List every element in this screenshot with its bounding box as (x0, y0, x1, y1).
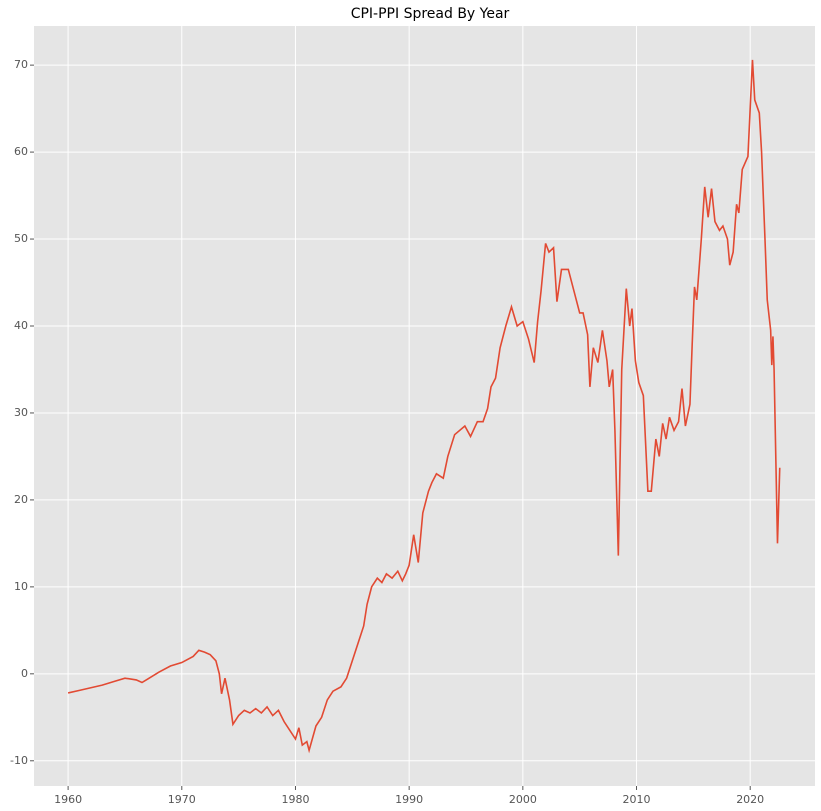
y-tick-label: 40 (14, 319, 28, 332)
y-tick-label: 60 (14, 145, 28, 158)
y-tick-label: 0 (21, 667, 28, 680)
y-tick-label: 30 (14, 406, 28, 419)
x-tick-label: 1960 (54, 793, 82, 806)
x-tick-label: 2020 (736, 793, 764, 806)
y-tick-label: 10 (14, 580, 28, 593)
y-tick-label: -10 (10, 754, 28, 767)
y-tick-label: 20 (14, 493, 28, 506)
plot-background (34, 26, 815, 786)
x-tick-label: 1970 (168, 793, 196, 806)
y-tick-label: 50 (14, 232, 28, 245)
x-tick-label: 1990 (395, 793, 423, 806)
x-tick-label: 2010 (623, 793, 651, 806)
line-series (67, 59, 781, 754)
x-tick-label: 1980 (281, 793, 309, 806)
x-tick-label: 2000 (509, 793, 537, 806)
y-tick-label: 70 (14, 58, 28, 71)
chart-title: CPI-PPI Spread By Year (351, 6, 510, 22)
